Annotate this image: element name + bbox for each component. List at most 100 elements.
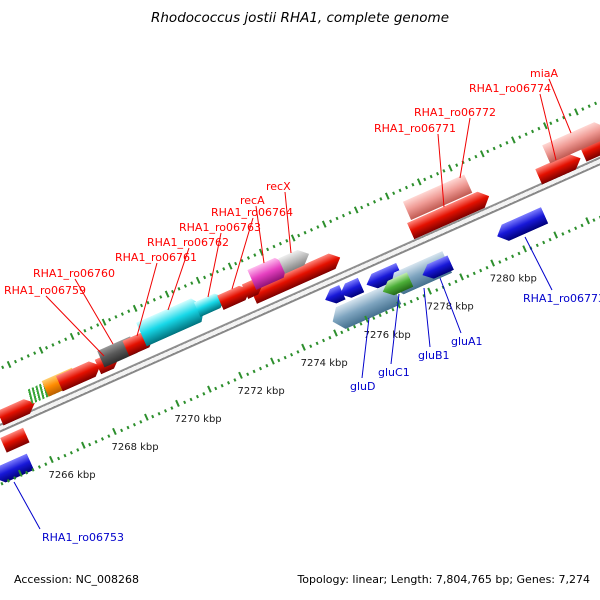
scale-dot bbox=[416, 296, 420, 301]
scale-dot bbox=[202, 275, 207, 280]
gene-g20[interactable] bbox=[0, 427, 30, 453]
scale-dot bbox=[209, 272, 213, 277]
gene-label-RHA1_ro06773[interactable]: RHA1_ro06773 bbox=[523, 292, 600, 305]
gene-label-recX[interactable]: recX bbox=[266, 180, 291, 193]
scale-dot bbox=[562, 115, 566, 120]
scale-dot bbox=[573, 226, 577, 231]
scale-dot bbox=[114, 315, 118, 319]
scale-dot bbox=[127, 309, 131, 313]
scale-dot bbox=[146, 300, 150, 305]
scale-tick bbox=[175, 399, 180, 407]
scale-dot bbox=[422, 293, 426, 298]
scale-dot bbox=[290, 352, 294, 357]
scale-dot bbox=[120, 428, 124, 433]
scale-dot bbox=[253, 253, 257, 257]
scale-dot bbox=[310, 228, 314, 232]
scale-dot bbox=[234, 261, 238, 266]
gene-label-gluD[interactable]: gluD bbox=[350, 380, 376, 393]
gene-g22[interactable] bbox=[322, 285, 346, 307]
scale-tick bbox=[49, 455, 54, 464]
gene-label-RHA1_ro06764[interactable]: RHA1_ro06764 bbox=[211, 206, 293, 219]
scale-dot bbox=[164, 409, 168, 413]
scale-dot bbox=[378, 313, 382, 318]
scale-dot bbox=[38, 465, 42, 469]
scale-label-7268: 7268 kbp bbox=[111, 442, 159, 454]
scale-dot bbox=[247, 256, 251, 260]
scale-dot bbox=[88, 442, 92, 447]
scale-tick bbox=[490, 259, 495, 267]
scale-tick bbox=[553, 231, 559, 239]
scale-dot bbox=[359, 322, 363, 326]
scale-dot bbox=[549, 121, 553, 125]
scale-dot bbox=[258, 366, 262, 371]
scale-tick bbox=[227, 262, 233, 270]
scale-dot bbox=[530, 129, 534, 134]
gene-label-RHA1_ro06759[interactable]: RHA1_ro06759 bbox=[4, 284, 86, 297]
scale-dot bbox=[441, 285, 445, 290]
scale-dot bbox=[518, 135, 522, 139]
gene-label-gluA1[interactable]: gluA1 bbox=[451, 335, 483, 348]
gene-label-RHA1_ro06774[interactable]: RHA1_ro06774 bbox=[469, 82, 551, 95]
gene-label-miaA[interactable]: miaA bbox=[530, 67, 559, 80]
scale-dot bbox=[45, 345, 49, 350]
scale-dot bbox=[190, 281, 194, 285]
scale-dot bbox=[107, 434, 111, 438]
scale-dot bbox=[423, 177, 427, 182]
gene-label-RHA1_ro06771[interactable]: RHA1_ro06771 bbox=[374, 122, 456, 135]
gene-RHA1_ro06773[interactable] bbox=[494, 207, 549, 245]
scale-dot bbox=[384, 310, 388, 315]
scale-dot bbox=[392, 191, 396, 196]
gene-label-RHA1_ro06772[interactable]: RHA1_ro06772 bbox=[414, 106, 496, 119]
scale-dot bbox=[479, 268, 483, 273]
scale-tick bbox=[447, 164, 453, 172]
gene-label-RHA1_ro06760[interactable]: RHA1_ro06760 bbox=[33, 267, 115, 280]
scale-tick bbox=[206, 385, 212, 393]
scale-dot bbox=[328, 336, 332, 340]
scale-tick bbox=[353, 206, 359, 214]
scale-dot bbox=[20, 357, 24, 361]
scale-dot bbox=[467, 157, 471, 162]
scale-dot bbox=[492, 146, 496, 151]
gene-label-gluB1[interactable]: gluB1 bbox=[418, 349, 450, 362]
scale-tick bbox=[101, 318, 106, 326]
gene-label-recA[interactable]: recA bbox=[240, 194, 265, 207]
scale-dot bbox=[461, 160, 465, 165]
scale-dot bbox=[138, 420, 142, 424]
scale-dot bbox=[473, 271, 477, 276]
gene-label-RHA1_ro06753[interactable]: RHA1_ro06753 bbox=[42, 531, 124, 544]
scale-tick bbox=[269, 357, 275, 365]
gene-label-RHA1_ro06763[interactable]: RHA1_ro06763 bbox=[179, 221, 261, 234]
scale-dot bbox=[184, 284, 188, 288]
scale-dot bbox=[201, 392, 206, 396]
scale-dot bbox=[498, 260, 502, 264]
scale-dot bbox=[1, 365, 5, 370]
scale-dot bbox=[398, 188, 402, 193]
scale-dot bbox=[13, 359, 17, 364]
scale-dot bbox=[587, 104, 591, 109]
scale-dot bbox=[353, 324, 357, 329]
gene-label-RHA1_ro06762[interactable]: RHA1_ro06762 bbox=[147, 236, 229, 249]
scale-dot bbox=[442, 169, 446, 173]
scale-dot bbox=[510, 254, 514, 259]
scale-dot bbox=[409, 299, 414, 304]
scale-dot bbox=[403, 302, 407, 306]
scale-dot bbox=[567, 229, 571, 233]
gene-label-RHA1_ro06761[interactable]: RHA1_ro06761 bbox=[115, 251, 197, 264]
scale-dot bbox=[220, 383, 224, 388]
gene-label-gluC1[interactable]: gluC1 bbox=[378, 366, 410, 379]
scale-dot bbox=[152, 298, 156, 302]
scale-dot bbox=[233, 378, 237, 382]
scale-dot bbox=[537, 126, 541, 131]
scale-tick bbox=[427, 287, 432, 295]
scale-dot bbox=[505, 140, 509, 145]
page-title: Rhodococcus jostii RHA1, complete genome bbox=[151, 10, 449, 26]
scale-label-7272: 7272 kbp bbox=[237, 385, 285, 397]
scale-dot bbox=[121, 312, 125, 316]
scale-dot bbox=[410, 183, 415, 187]
scale-dot bbox=[404, 185, 408, 190]
scale-dot bbox=[64, 337, 68, 342]
scale-dot bbox=[157, 411, 161, 416]
scale-tick bbox=[290, 234, 296, 242]
scale-dot bbox=[158, 295, 162, 299]
